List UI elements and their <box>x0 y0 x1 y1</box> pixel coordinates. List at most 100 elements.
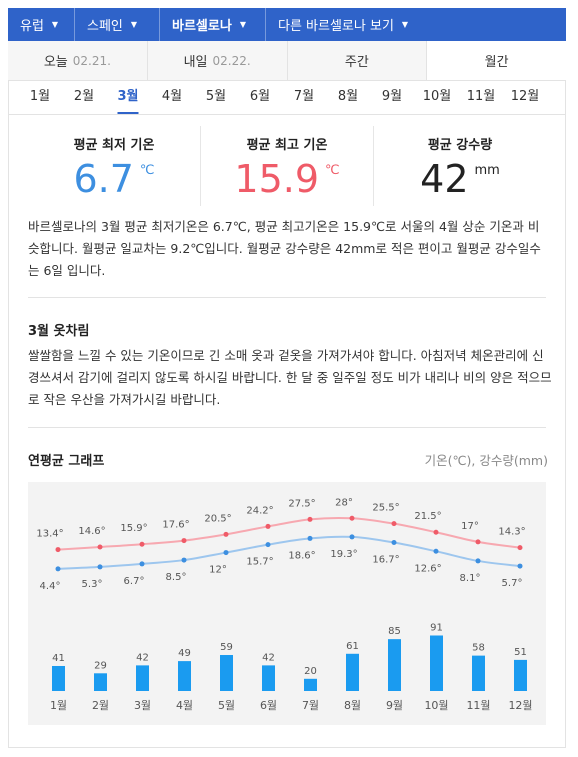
rainfall-bar <box>262 665 275 691</box>
breadcrumb-europe[interactable]: 유럽 ▼ <box>8 8 75 41</box>
month-tab-7[interactable]: 7월 <box>293 89 315 104</box>
rainfall-label: 58 <box>472 643 485 654</box>
clothing-title: 3월 옷차림 <box>28 324 90 339</box>
annual-chart-svg: 13.4° 14.6° 15.9° 17.6° 20.5° 24.2° 27.5° 28° 25… <box>36 497 532 712</box>
tab-label: 월간 <box>484 55 509 70</box>
max-temp-point <box>517 545 523 551</box>
min-temp-point <box>391 540 397 545</box>
max-temp-point <box>391 521 397 527</box>
rainfall-bar <box>94 673 107 691</box>
max-temp-point <box>433 529 439 535</box>
min-temp-label: 12° <box>209 565 227 576</box>
min-temp-label: 8.5° <box>166 572 187 583</box>
dropdown-arrow-icon: ▼ <box>239 20 246 29</box>
month-tab-11[interactable]: 11월 <box>466 89 496 104</box>
tab-weekly[interactable]: 주간 <box>287 41 428 80</box>
max-temp-label: 14.6° <box>78 526 105 537</box>
x-axis-month-label: 1월 <box>50 699 67 712</box>
max-temp-label: 17.6° <box>162 520 189 531</box>
tab-label: 내일 <box>183 55 208 70</box>
month-selector: 1월 2월 3월 4월 5월 6월 7월 8월 9월 10월 11월 12월 <box>8 81 566 115</box>
rainfall-bar <box>346 653 359 691</box>
min-temp-label: 6.7° <box>124 576 145 587</box>
max-temp-label: 28° <box>335 497 353 508</box>
dropdown-arrow-icon: ▼ <box>130 20 138 29</box>
month-tab-10[interactable]: 10월 <box>422 89 452 104</box>
max-temp-label: 25.5° <box>372 503 399 514</box>
stat-value-wrap: 6.7 ℃ <box>28 157 200 211</box>
rainfall-bar <box>136 665 149 691</box>
min-temp-label: 4.4° <box>40 581 61 592</box>
min-temp-label: 19.3° <box>330 549 357 560</box>
min-temp-point <box>349 534 355 540</box>
tab-label: 주간 <box>344 55 369 70</box>
month-tab-12[interactable]: 12월 <box>510 89 540 104</box>
breadcrumb-spain[interactable]: 스페인 ▼ <box>75 8 160 41</box>
tab-monthly[interactable]: 월간 <box>427 41 566 80</box>
max-temp-point <box>265 523 271 529</box>
rainfall-label: 49 <box>178 648 191 659</box>
max-temp-label: 15.9° <box>120 523 147 534</box>
breadcrumb-other-barcelona[interactable]: 다른 바르셀로나 보기 ▼ <box>266 8 426 41</box>
tab-date: 02.22. <box>212 53 251 68</box>
month-tab-4[interactable]: 4월 <box>161 89 183 104</box>
rainfall-label: 20 <box>304 666 317 677</box>
min-temp-label: 16.7° <box>372 555 399 566</box>
x-axis-month-label: 5월 <box>218 699 235 712</box>
max-temp-label: 17° <box>461 521 479 532</box>
stat-title: 평균 최고 기온 <box>246 138 328 153</box>
x-axis-month-label: 4월 <box>176 699 193 712</box>
x-axis-month-label: 12월 <box>508 699 532 712</box>
month-description: 바르셀로나의 3월 평균 최저기온은 6.7℃, 평균 최고기온은 15.9℃로… <box>28 219 541 278</box>
breadcrumb-label: 유럽 <box>20 19 44 34</box>
max-temp-label: 13.4° <box>36 529 63 540</box>
stat-value: 15.9 <box>234 157 319 201</box>
month-tab-8[interactable]: 8월 <box>337 89 359 104</box>
breadcrumb-barcelona[interactable]: 바르셀로나 ▼ <box>160 8 266 41</box>
min-temp-label: 5.7° <box>502 578 523 589</box>
month-tab-5[interactable]: 5월 <box>205 89 227 104</box>
month-tab-6[interactable]: 6월 <box>249 89 271 104</box>
stat-value-wrap: 42 mm <box>374 157 546 211</box>
rainfall-label: 29 <box>94 660 107 671</box>
stat-title: 평균 강수량 <box>427 138 493 153</box>
month-tab-1[interactable]: 1월 <box>29 89 51 104</box>
min-temp-point <box>475 558 481 564</box>
stat-max-temp: 평균 최고 기온 15.9 ℃ <box>200 126 373 206</box>
stat-min-temp: 평균 최저 기온 6.7 ℃ <box>28 126 200 206</box>
stat-value: 6.7 <box>73 157 134 201</box>
rainfall-bar <box>388 639 401 691</box>
x-axis-month-label: 7월 <box>302 699 319 712</box>
x-axis-month-label: 6월 <box>260 699 277 712</box>
stat-unit: ℃ <box>139 163 155 178</box>
stat-unit: mm <box>474 163 500 178</box>
month-tab-9[interactable]: 9월 <box>381 89 403 104</box>
annual-chart: 13.4° 14.6° 15.9° 17.6° 20.5° 24.2° 27.5° 28° 25… <box>28 482 546 725</box>
graph-title: 연평균 그래프 <box>28 454 105 469</box>
month-tab-3[interactable]: 3월 <box>117 81 139 114</box>
max-temp-point <box>475 539 481 545</box>
clothing-text: 쌀쌀함을 느낄 수 있는 기온이므로 긴 소매 옷과 겉옷을 가져가셔야 합니다… <box>28 348 552 407</box>
min-temp-label: 5.3° <box>82 579 103 590</box>
rainfall-bar <box>304 678 317 691</box>
max-temp-line <box>57 516 521 551</box>
min-temp-point <box>181 557 187 563</box>
rainfall-label: 42 <box>262 652 275 663</box>
tab-today[interactable]: 오늘 02.21. <box>8 41 148 80</box>
dropdown-arrow-icon: ▼ <box>51 20 59 29</box>
rainfall-bar <box>178 661 191 691</box>
divider <box>28 297 546 298</box>
rainfall-label: 59 <box>220 642 233 653</box>
tab-tomorrow[interactable]: 내일 02.22. <box>147 41 288 80</box>
min-temp-point <box>307 535 313 541</box>
max-temp-label: 14.3° <box>498 527 525 538</box>
x-axis-month-label: 9월 <box>386 699 403 712</box>
x-axis-month-label: 3월 <box>134 699 151 712</box>
min-temp-point <box>517 563 523 569</box>
divider <box>28 427 546 428</box>
stat-value-wrap: 15.9 ℃ <box>201 157 373 211</box>
month-tab-2[interactable]: 2월 <box>73 89 95 104</box>
min-temp-point <box>139 561 145 567</box>
max-temp-label: 24.2° <box>246 505 273 516</box>
x-axis-month-label: 2월 <box>92 699 109 712</box>
